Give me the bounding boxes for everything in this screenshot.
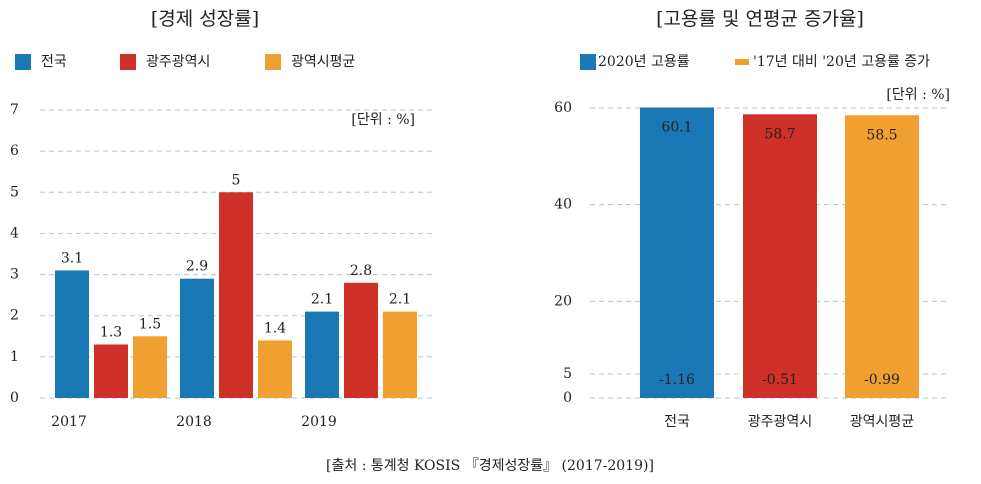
legend-swatch [15,54,31,70]
value-label: 2.1 [311,292,333,308]
value-label: 3.1 [61,250,83,266]
value-label: 60.1 [661,120,692,136]
value-label: 58.7 [764,126,795,142]
bar [383,311,417,398]
x-tick-label: 전국 [664,414,690,430]
legend-swatch [580,54,596,70]
y-tick-label: 40 [554,197,572,213]
x-tick-label: 광역시평균 [850,414,915,430]
y-tick-label: 6 [10,143,19,159]
bar [305,311,339,398]
legend-swatch [265,54,281,70]
bar [180,278,214,398]
x-tick-label: 2017 [51,414,87,430]
y-tick-label: 4 [10,225,19,241]
y-tick-label: 0 [10,390,19,406]
y-tick-label: 2 [10,308,19,324]
legend-label: 광역시평균 [291,54,356,70]
bar [743,114,817,399]
value-label: 1.5 [139,316,161,332]
growth-label: -0.51 [762,372,798,388]
legend-label: 전국 [41,54,67,70]
legend-label: 광주광역시 [146,54,210,70]
value-label: 2.8 [350,263,372,279]
bar [94,344,128,398]
bar [640,107,714,399]
y-tick-label: 60 [554,100,572,116]
chart-title: [경제 성장률] [151,8,259,30]
y-tick-label: 3 [10,267,19,283]
source: [출처 : 통계청 KOSIS 『경제성장률』 (2017-2019)] [326,458,654,474]
bar [219,192,253,398]
legend-label: '17년 대비 '20년 고용률 증가 [753,54,930,70]
value-label: 2.9 [186,259,208,275]
bar [845,115,919,398]
y-tick-label: 1 [10,349,19,365]
value-label: 5 [232,172,241,188]
unit-note: [단위 : %] [886,87,950,103]
value-label: 1.4 [264,320,286,336]
chart-title: [고용률 및 연평균 증가율] [656,8,864,30]
bar [55,270,89,398]
y-tick-label: 5 [10,184,19,200]
y-tick-label: 5 [563,366,572,382]
value-label: 58.5 [866,127,897,143]
bar [258,340,292,398]
y-tick-label: 7 [10,102,19,118]
x-tick-label: 2018 [176,414,212,430]
growth-label: -0.99 [864,372,900,388]
bar [133,336,167,398]
legend-swatch [735,59,749,65]
value-label: 2.1 [389,292,411,308]
legend-swatch [120,54,136,70]
y-tick-label: 20 [554,293,572,309]
legend-label: 2020년 고용률 [598,54,690,70]
growth-label: -1.16 [659,372,695,388]
x-tick-label: 광주광역시 [748,414,812,430]
x-tick-label: 2019 [301,414,337,430]
y-tick-label: 0 [563,390,572,406]
value-label: 1.3 [100,325,122,341]
unit-note: [단위 : %] [351,112,415,128]
bar [344,282,378,398]
